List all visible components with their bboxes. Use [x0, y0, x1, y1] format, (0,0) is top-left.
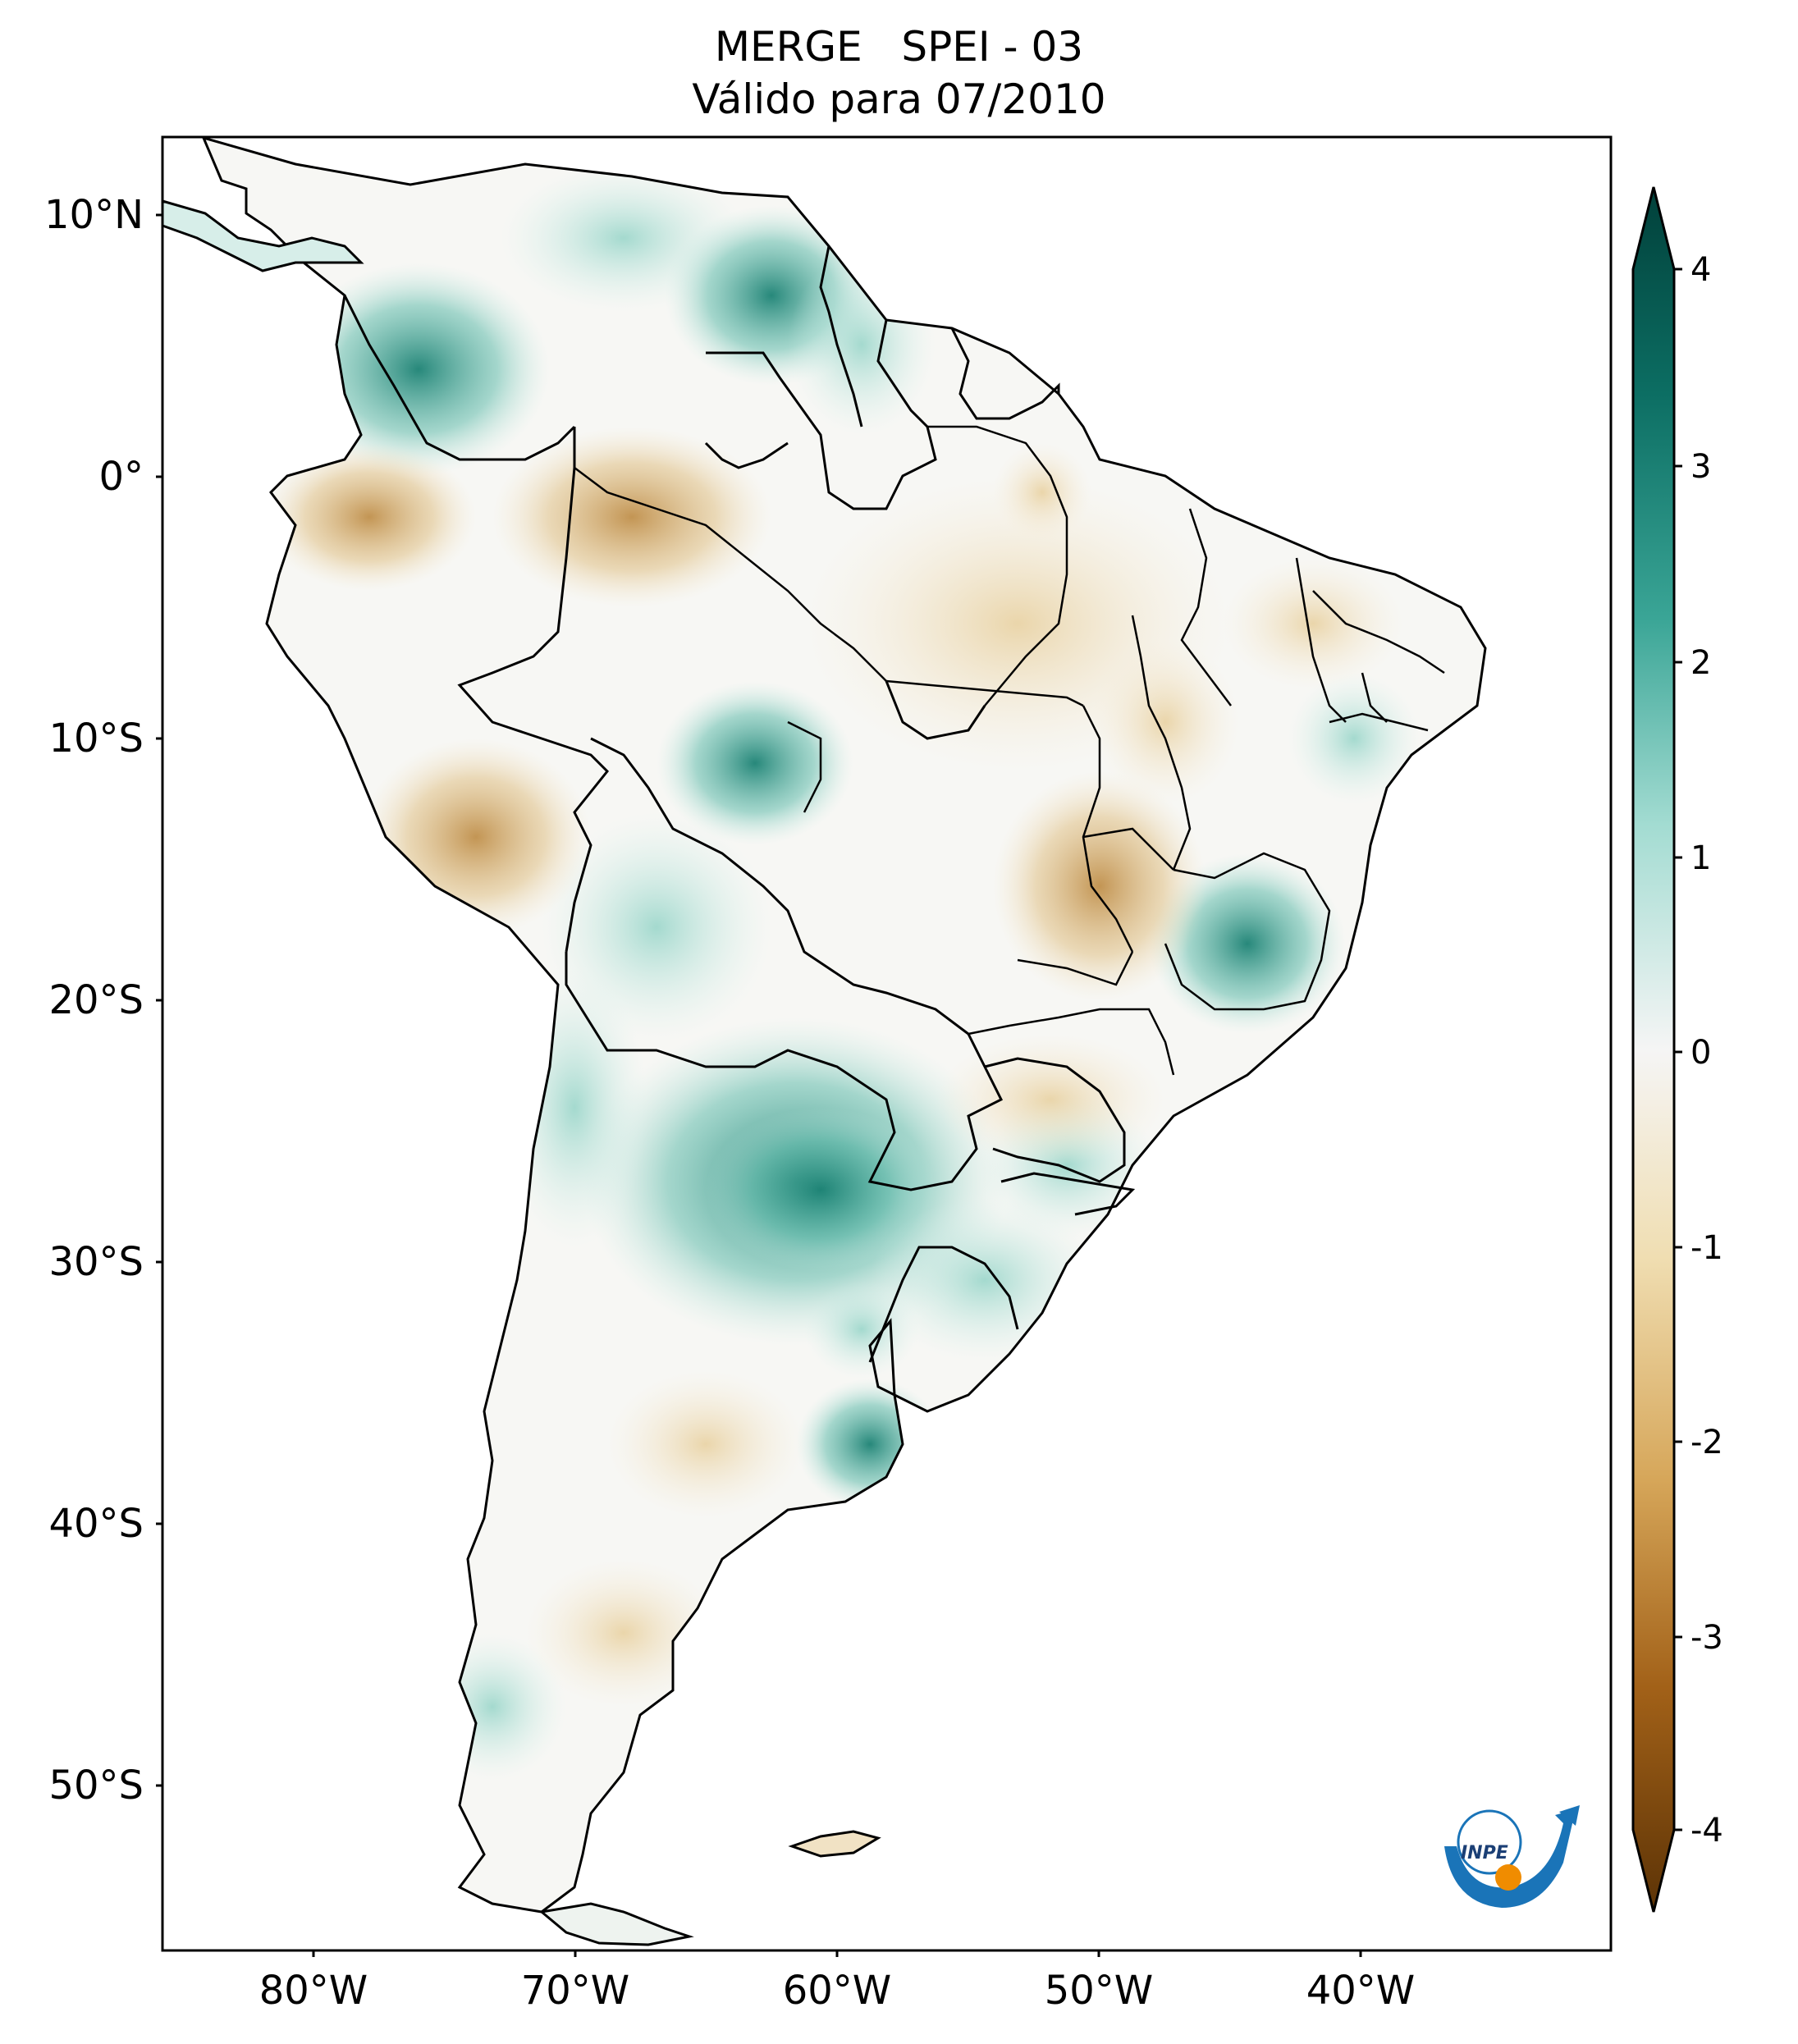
colorbar-tick: -3	[1690, 1619, 1723, 1657]
lat-tick-label: 10°N	[44, 192, 144, 238]
lon-tick-label: 50°W	[1045, 1968, 1154, 2014]
colorbar-scale	[1631, 186, 1676, 1913]
lon-tick-label: 60°W	[783, 1968, 892, 2014]
lat-tick-label: 40°S	[48, 1501, 144, 1547]
lat-tick-label: 50°S	[48, 1763, 144, 1809]
state-borders	[574, 425, 1445, 1076]
lat-tick-label: 10°S	[48, 716, 144, 761]
inpe-logo: INPE	[1444, 1805, 1580, 1908]
inpe-logo-text: INPE	[1461, 1843, 1508, 1863]
lat-tick-label: 20°S	[48, 977, 144, 1023]
map-title: MERGE SPEI - 03	[714, 23, 1084, 71]
map-subtitle: Válido para 07/2010	[692, 75, 1106, 123]
latitude-axis: 10°N 0° 10°S 20°S 30°S 40°S 50°S	[44, 192, 162, 1809]
colorbar-tick: 4	[1690, 251, 1711, 289]
lon-tick-label: 80°W	[259, 1968, 368, 2014]
colorbar-tick: -2	[1690, 1424, 1723, 1461]
lat-tick-label: 30°S	[48, 1239, 144, 1285]
colorbar-tick: 2	[1690, 644, 1711, 682]
lon-tick-label: 70°W	[521, 1968, 630, 2014]
colorbar-tick: -1	[1690, 1229, 1723, 1267]
colorbar-tick: 3	[1690, 448, 1711, 486]
longitude-axis: 80°W 70°W 60°W 50°W 40°W	[259, 1950, 1416, 2014]
lat-tick-label: 0°	[98, 454, 144, 500]
colorbar-tick: 0	[1690, 1034, 1711, 1072]
colorbar-tick: -4	[1690, 1812, 1723, 1850]
colorbar: 4 3 2 1 0 -1 -2 -3 -4	[1631, 186, 1723, 1913]
country-borders	[343, 245, 1136, 1363]
colorbar-tick: 1	[1690, 839, 1711, 877]
lon-tick-label: 40°W	[1306, 1968, 1416, 2014]
